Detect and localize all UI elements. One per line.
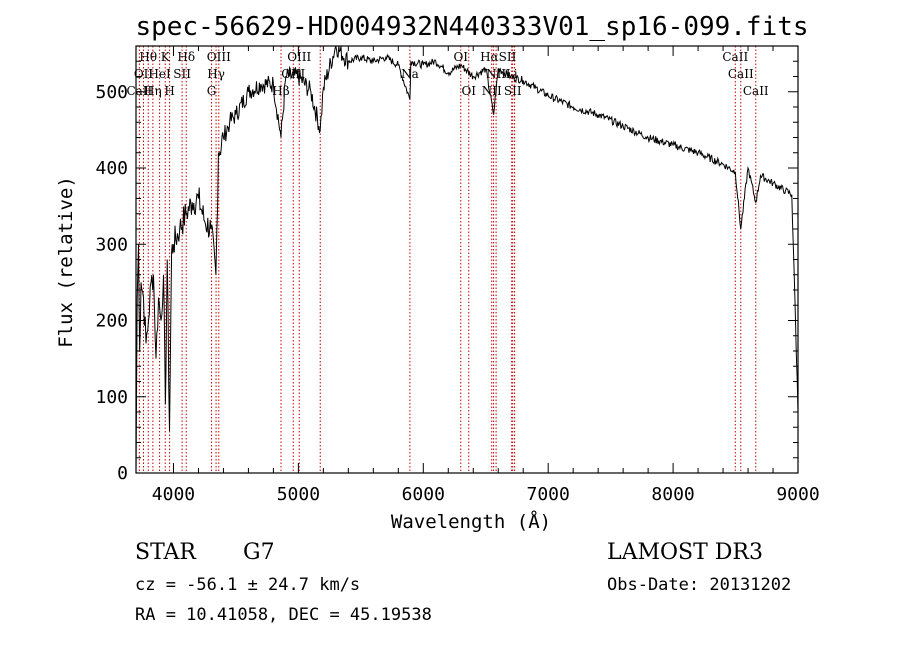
y-tick-label: 500 <box>95 82 128 103</box>
x-tick-label: 9000 <box>776 484 819 505</box>
spectral-line-label: Li <box>506 67 518 81</box>
spectral-line-label: HαSII <box>480 50 517 64</box>
spectral-line-label: OI <box>453 50 468 64</box>
redshift-text: cz = -56.1 ± 24.7 km/s <box>135 575 360 595</box>
y-tick-label: 0 <box>117 463 128 484</box>
spectral-line-label: OI <box>461 84 476 98</box>
spectral-line-label: NII <box>482 84 502 98</box>
spectral-line-label: Hγ <box>207 67 225 81</box>
spectral-line-label: OIII <box>207 50 231 64</box>
object-type: STAR <box>135 540 197 565</box>
survey-name: LAMOST DR3 <box>607 540 763 565</box>
spectral-line-label: HeI <box>148 67 171 81</box>
plot-area: 4000 5000 6000 7000 8000 9000 0 100 200 300 400 500… <box>95 45 820 505</box>
x-tick-label: 8000 <box>651 484 694 505</box>
spectral-line-label: CaII <box>126 84 152 98</box>
spectral-line-label: NII <box>486 67 506 81</box>
spectral-line-label: Hβ <box>272 84 289 98</box>
spectral-line-label: OII <box>134 67 154 81</box>
spectral-line-label: SII <box>173 67 191 81</box>
y-tick-label: 400 <box>95 158 128 179</box>
spectral-line-label: CaII <box>743 84 769 98</box>
spectral-line-label: OIII <box>287 50 311 64</box>
chart-title: spec-56629-HD004932N440333V01_sp16-099.f… <box>135 12 808 42</box>
spectral-line-label: K <box>161 50 171 64</box>
y-axis-label: Flux (relative) <box>55 176 77 348</box>
spectral-line-label: Hθ <box>139 50 157 64</box>
spectral-line-label: Hη <box>144 84 162 98</box>
x-tick-label: 7000 <box>527 484 570 505</box>
x-tick-label: 5000 <box>277 484 320 505</box>
spectral-line-label: Na <box>401 67 419 81</box>
spectral-subclass: G7 <box>243 540 275 565</box>
spectral-line-label: OIII <box>281 67 305 81</box>
x-tick-label: 4000 <box>152 484 195 505</box>
y-tick-label: 300 <box>95 234 128 255</box>
spectral-line-label: CaII <box>728 67 754 81</box>
spectral-line-label: G <box>207 84 217 98</box>
y-tick-label: 100 <box>95 387 128 408</box>
spectral-line-label: Hδ <box>177 50 195 64</box>
spectral-line-label: SII <box>504 84 522 98</box>
x-tick-label: 6000 <box>402 484 445 505</box>
spectral-line-label: CaII <box>722 50 748 64</box>
y-tick-label: 200 <box>95 311 128 332</box>
obs-date: Obs-Date: 20131202 <box>607 575 791 595</box>
spectrum-line <box>135 45 799 474</box>
x-axis-label: Wavelength (Å) <box>391 510 551 533</box>
spectral-line-label: H <box>164 84 174 98</box>
coordinates: RA = 10.41058, DEC = 45.19538 <box>135 605 432 625</box>
